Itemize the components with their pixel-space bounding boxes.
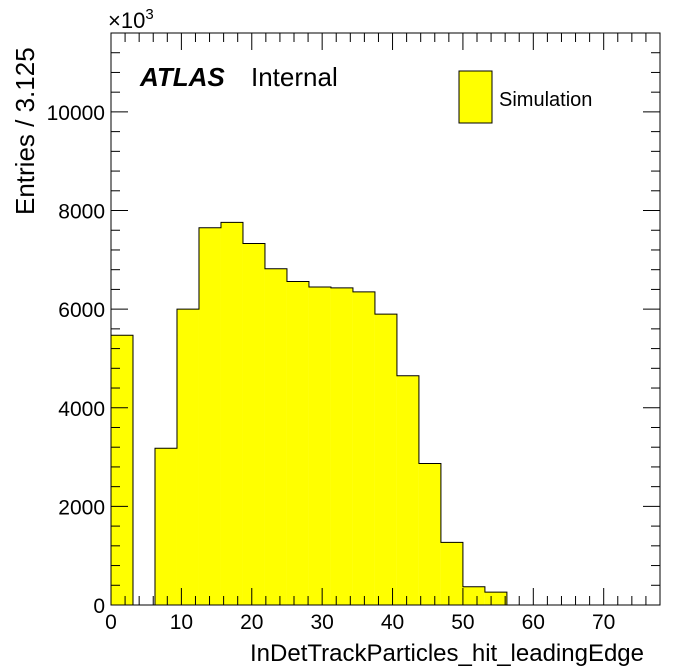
histogram-bar [330, 287, 353, 605]
y-multiplier-base: ×10 [108, 8, 145, 33]
x-tick-label: 20 [240, 611, 263, 634]
histogram-bar [308, 286, 331, 605]
axis-ticks [110, 32, 661, 606]
y-multiplier: ×103 [108, 6, 154, 33]
histogram-bar [440, 542, 463, 605]
histogram-bars [111, 221, 660, 606]
histogram-bar [154, 448, 177, 605]
legend-entry-simulation: Simulation [499, 89, 592, 111]
atlas-label: ATLAS [139, 62, 225, 92]
x-tick-label: 70 [592, 611, 615, 634]
x-tick-label: 0 [105, 611, 117, 634]
y-tick-label: 8000 [58, 201, 105, 224]
histogram-bar [418, 463, 441, 605]
x-tick-label: 30 [310, 611, 333, 634]
x-tick-label: 50 [451, 611, 474, 634]
histogram-bar [484, 592, 507, 605]
y-tick-label: 4000 [58, 398, 105, 421]
histogram-outline [111, 221, 660, 606]
histogram-bar [242, 243, 265, 605]
histogram-bar [198, 227, 221, 605]
x-axis-title: InDetTrackParticles_hit_leadingEdge [250, 640, 644, 667]
internal-label: Internal [251, 62, 338, 92]
x-tick-label: 40 [381, 611, 404, 634]
histogram-bar [374, 314, 397, 605]
histogram-bar [264, 268, 287, 605]
legend-swatch [458, 70, 493, 124]
histogram-bar [176, 309, 199, 605]
histogram-bar [286, 281, 309, 605]
y-tick-label: 6000 [58, 299, 105, 322]
y-tick-label: 10000 [47, 102, 105, 125]
y-tick-label: 2000 [58, 496, 105, 519]
histogram-bar [220, 222, 243, 605]
histogram-bar [462, 586, 485, 605]
x-tick-label: 10 [170, 611, 193, 634]
y-tick-label: 0 [93, 595, 105, 618]
x-tick-label: 60 [522, 611, 545, 634]
y-axis-title: Entries / 3.125 [10, 47, 40, 215]
y-tick-labels: 0 2000 4000 6000 8000 10000 [47, 102, 105, 618]
histogram-bar [396, 375, 419, 605]
x-tick-labels: 0 10 20 30 40 50 60 70 [105, 611, 615, 634]
plot-frame [110, 32, 661, 606]
y-multiplier-exponent: 3 [145, 6, 153, 23]
histogram-bar [352, 291, 375, 605]
histogram-bar [111, 335, 133, 605]
